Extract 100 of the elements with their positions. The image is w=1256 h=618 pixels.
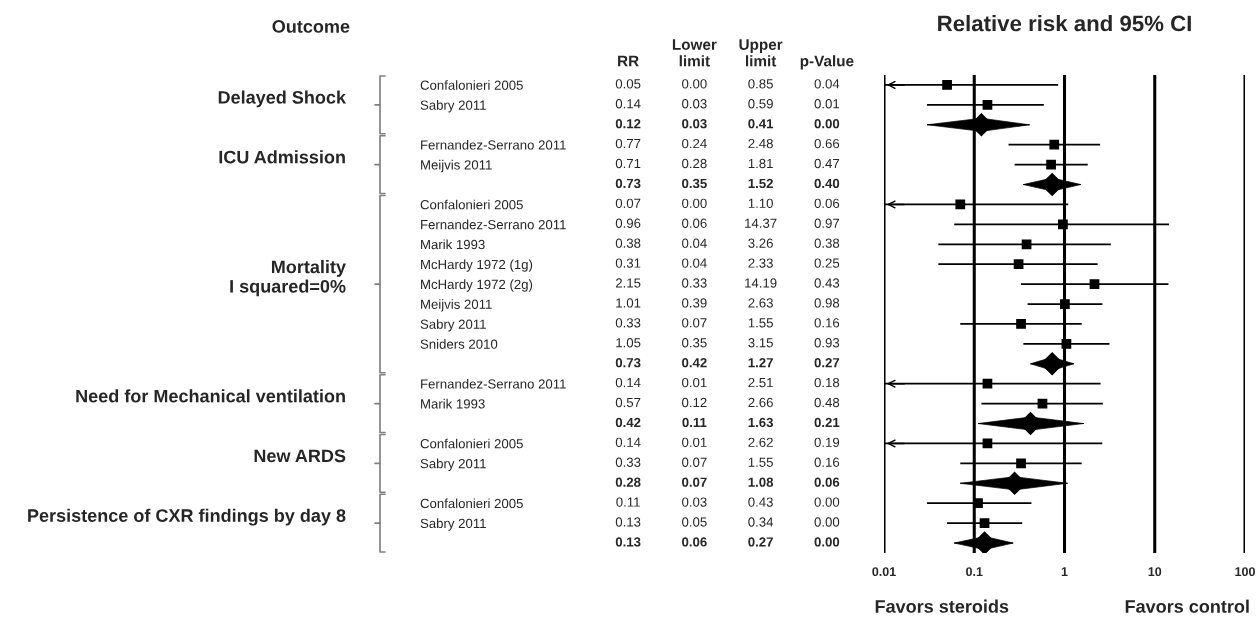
data-label: 0.00	[682, 198, 707, 208]
data-label: 2.51	[748, 377, 773, 388]
data-label: 0.38	[814, 238, 840, 248]
data-label: 0.00	[682, 79, 707, 89]
data-label: 0.28	[682, 158, 707, 169]
y-tick-label: Confalonieri 2005	[420, 498, 523, 509]
data-label: 2.66	[748, 397, 773, 408]
data-label: 0.07	[615, 198, 641, 208]
data-label: 0.33	[615, 318, 641, 328]
data-label: 0.13	[615, 517, 641, 527]
y-tick-label: Sabry 2011	[420, 100, 486, 113]
x-tick-label: 10	[1148, 567, 1162, 577]
data-label: 0.33	[615, 457, 641, 467]
data-label: 0.11	[682, 417, 707, 428]
data-label: 1.55	[748, 457, 773, 467]
data-label: 0.00	[814, 517, 840, 527]
data-label: 2.63	[748, 298, 773, 308]
data-label: 0.85	[748, 79, 773, 89]
data-label: 0.11	[616, 497, 640, 507]
data-label: 0.04	[814, 79, 840, 89]
data-label: 1.05	[616, 338, 641, 348]
y-tick-label: Fernandez-Serrano 2011	[421, 219, 566, 230]
data-label: 1.08	[748, 477, 774, 487]
text: Favors steroids	[875, 599, 1009, 613]
data-label: 0.66	[814, 138, 840, 149]
y-tick-label: McHardy 1972 (1g)	[421, 259, 533, 272]
text: Need for Mechanical ventilation	[76, 389, 345, 403]
text: Persistence of CXR findings by day 8	[28, 508, 346, 526]
text: Delayed Shock	[218, 90, 347, 108]
data-label: 0.25	[814, 258, 840, 268]
data-label: 0.04	[682, 258, 707, 268]
data-label: 0.77	[615, 138, 641, 149]
data-label: 0.07	[682, 477, 707, 487]
data-label: 0.39	[682, 298, 707, 308]
y-tick-label: Sniders 2010	[420, 339, 498, 349]
data-label: 0.48	[814, 397, 840, 408]
data-label: 0.13	[615, 537, 641, 547]
y-tick-label: McHardy 1972 (2g)	[421, 279, 533, 292]
data-label: 2.15	[615, 278, 641, 288]
data-label: 0.18	[814, 377, 840, 388]
data-label: 0.27	[814, 357, 840, 368]
data-label: 0.01	[682, 437, 707, 447]
data-label: 0.35	[682, 178, 707, 189]
data-label: 0.01	[682, 377, 707, 388]
data-label: 0.00	[814, 537, 840, 547]
data-label: 1.52	[748, 178, 773, 189]
data-label: 0.34	[748, 517, 774, 527]
data-label: 0.38	[615, 238, 641, 248]
data-label: 0.07	[682, 457, 707, 467]
data-label: 0.98	[814, 298, 840, 308]
x-tick-label: 1	[1061, 567, 1068, 576]
y-tick-label: Sabry 2011	[420, 518, 486, 531]
y-tick-label: Marik 1993	[421, 398, 485, 409]
data-label: 0.41	[748, 118, 774, 129]
y-tick-label: Meijvis 2011	[421, 299, 492, 312]
data-label: 0.28	[615, 477, 641, 487]
data-label: 3.26	[748, 238, 773, 248]
text: Mortality I squared=0%	[230, 260, 346, 297]
data-label: 0.31	[615, 258, 641, 268]
data-label: 0.04	[682, 238, 707, 248]
data-label: 0.40	[814, 178, 840, 189]
data-label: 0.00	[814, 118, 840, 129]
data-label: 0.03	[682, 497, 707, 507]
y-tick-label: Confalonieri 2005	[420, 199, 523, 210]
data-label: 0.03	[682, 99, 707, 109]
data-label: 0.43	[814, 278, 840, 288]
data-label: 0.12	[682, 397, 707, 408]
data-label: 1.01	[616, 298, 641, 308]
data-label: 0.43	[748, 497, 773, 507]
x-tick-label: 100	[1235, 567, 1255, 577]
data-label: 0.59	[748, 99, 773, 109]
data-label: 0.16	[814, 318, 840, 328]
data-label: 0.42	[682, 357, 707, 368]
y-tick-label: Meijvis 2011	[421, 159, 492, 173]
data-label: 0.05	[615, 79, 641, 89]
data-label: 0.93	[814, 338, 840, 348]
x-tick-label: 0.1	[966, 567, 983, 577]
data-label: 0.03	[682, 118, 707, 129]
y-tick-label: Sabry 2011	[420, 319, 486, 332]
data-label: 0.57	[615, 397, 641, 408]
text: Outcome	[272, 20, 350, 33]
data-label: 0.24	[682, 138, 707, 149]
data-label: 0.06	[814, 198, 840, 208]
data-label: 0.33	[682, 278, 707, 288]
data-label: 2.33	[748, 258, 773, 268]
data-label: 0.97	[814, 218, 840, 228]
data-label: 0.07	[682, 318, 707, 328]
data-label: 1.63	[748, 417, 773, 428]
data-label: 0.06	[682, 537, 707, 547]
data-label: 14.19	[745, 278, 777, 288]
y-tick-label: Marik 1993	[421, 239, 485, 250]
data-label: 0.21	[814, 417, 840, 428]
data-label: 0.19	[814, 437, 840, 447]
data-label: 0.14	[615, 437, 641, 447]
x-tick-label: Lower limit	[672, 39, 717, 67]
data-label: 0.73	[615, 178, 641, 189]
data-label: 0.00	[814, 497, 840, 507]
x-tick-label: RR	[618, 55, 639, 67]
y-tick-label: Confalonieri 2005	[420, 80, 523, 90]
y-tick-label: Confalonieri 2005	[420, 438, 523, 449]
